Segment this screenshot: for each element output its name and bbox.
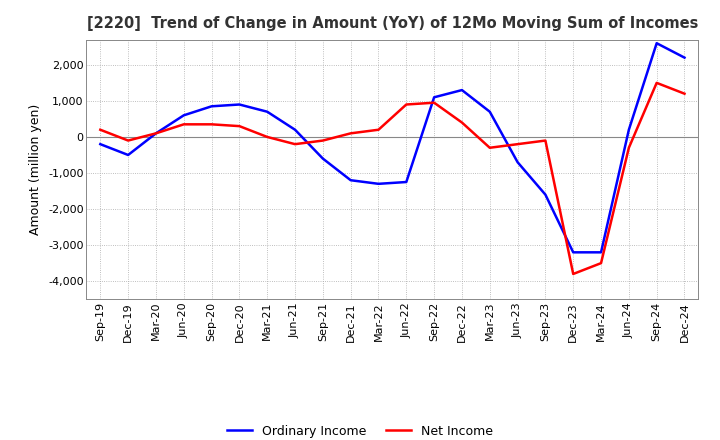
Net Income bbox=[458, 120, 467, 125]
Ordinary Income bbox=[652, 40, 661, 46]
Net Income bbox=[263, 134, 271, 139]
Ordinary Income bbox=[374, 181, 383, 187]
Net Income bbox=[96, 127, 104, 132]
Net Income bbox=[291, 142, 300, 147]
Net Income bbox=[124, 138, 132, 143]
Ordinary Income bbox=[152, 131, 161, 136]
Net Income bbox=[152, 131, 161, 136]
Ordinary Income bbox=[318, 156, 327, 161]
Legend: Ordinary Income, Net Income: Ordinary Income, Net Income bbox=[222, 420, 498, 440]
Net Income bbox=[402, 102, 410, 107]
Ordinary Income bbox=[458, 88, 467, 93]
Net Income bbox=[624, 145, 633, 150]
Ordinary Income bbox=[346, 178, 355, 183]
Ordinary Income bbox=[513, 160, 522, 165]
Ordinary Income bbox=[124, 152, 132, 158]
Net Income bbox=[374, 127, 383, 132]
Ordinary Income bbox=[263, 109, 271, 114]
Net Income bbox=[430, 100, 438, 105]
Net Income bbox=[207, 122, 216, 127]
Ordinary Income bbox=[569, 249, 577, 255]
Title: [2220]  Trend of Change in Amount (YoY) of 12Mo Moving Sum of Incomes: [2220] Trend of Change in Amount (YoY) o… bbox=[86, 16, 698, 32]
Ordinary Income bbox=[207, 104, 216, 109]
Line: Net Income: Net Income bbox=[100, 83, 685, 274]
Net Income bbox=[235, 124, 243, 129]
Ordinary Income bbox=[680, 55, 689, 60]
Ordinary Income bbox=[624, 127, 633, 132]
Net Income bbox=[485, 145, 494, 150]
Net Income bbox=[680, 91, 689, 96]
Line: Ordinary Income: Ordinary Income bbox=[100, 43, 685, 252]
Ordinary Income bbox=[235, 102, 243, 107]
Ordinary Income bbox=[179, 113, 188, 118]
Net Income bbox=[179, 122, 188, 127]
Net Income bbox=[597, 260, 606, 266]
Net Income bbox=[652, 80, 661, 85]
Ordinary Income bbox=[597, 249, 606, 255]
Net Income bbox=[346, 131, 355, 136]
Ordinary Income bbox=[402, 180, 410, 185]
Net Income bbox=[318, 138, 327, 143]
Net Income bbox=[541, 138, 550, 143]
Ordinary Income bbox=[96, 142, 104, 147]
Ordinary Income bbox=[541, 192, 550, 197]
Ordinary Income bbox=[430, 95, 438, 100]
Y-axis label: Amount (million yen): Amount (million yen) bbox=[30, 104, 42, 235]
Ordinary Income bbox=[291, 127, 300, 132]
Net Income bbox=[513, 142, 522, 147]
Net Income bbox=[569, 271, 577, 277]
Ordinary Income bbox=[485, 109, 494, 114]
